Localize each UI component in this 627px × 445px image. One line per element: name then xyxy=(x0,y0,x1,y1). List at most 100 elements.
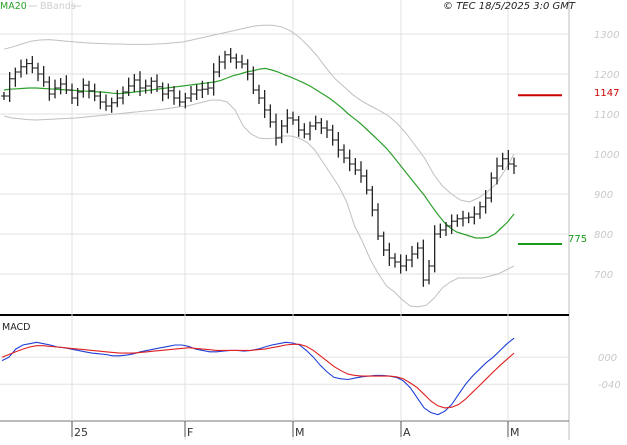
x-tick-labels: 25 F M A M xyxy=(71,421,520,439)
ohlc-bar xyxy=(431,225,438,273)
ohlc-bar xyxy=(278,120,285,144)
ohlc-bar xyxy=(176,90,183,107)
ohlc-bar xyxy=(154,74,160,92)
ohlc-bar xyxy=(403,254,410,272)
ohlc-bar xyxy=(222,50,228,70)
y-tick-label: 900 xyxy=(594,190,613,201)
ohlc-bar xyxy=(193,84,200,100)
ohlc-bar xyxy=(1,92,7,100)
ohlc-bar xyxy=(74,88,81,106)
ohlc-bar xyxy=(443,222,449,236)
ohlc-bar xyxy=(318,118,325,134)
ohlc-bar xyxy=(137,71,143,96)
ohlc-bar xyxy=(148,77,155,94)
ohlc-bar xyxy=(335,132,342,158)
ohlc-bar xyxy=(29,56,36,74)
ohlc-bar xyxy=(380,231,387,256)
ohlc-bar xyxy=(63,75,70,94)
ohlc-bar xyxy=(261,90,268,118)
ohlc-bar xyxy=(103,94,109,111)
ohlc-bar xyxy=(216,55,223,78)
ohlc-bar xyxy=(205,82,211,95)
ohlc-bar xyxy=(188,86,194,102)
ohlc-bar xyxy=(511,157,517,174)
copyright-text: © TEC 18/5/2025 3:0 GMT xyxy=(443,1,576,12)
ohlc-bar xyxy=(69,83,75,104)
ohlc-bar xyxy=(295,116,302,137)
ohlc-bar xyxy=(471,206,478,225)
ohlc-bar xyxy=(386,242,393,266)
ohlc-bar xyxy=(329,124,336,146)
legend-ma20: MA20 xyxy=(0,1,27,12)
ohlc-bar xyxy=(363,169,370,195)
ohlc-bar xyxy=(239,54,245,69)
y-tick-label: 1200 xyxy=(594,70,619,81)
ohlc-bar xyxy=(57,78,64,95)
ohlc-bar xyxy=(12,67,19,87)
ohlc-bar xyxy=(341,144,347,164)
ohlc-bar xyxy=(307,121,313,141)
red-level-label: 1147 xyxy=(594,88,619,99)
ohlc-bar xyxy=(244,59,251,81)
x-tick-label: A xyxy=(403,426,411,439)
ohlc-bar xyxy=(352,158,359,175)
ohlc-bar xyxy=(420,239,427,287)
ohlc-bar xyxy=(35,62,41,82)
ohlc-bar xyxy=(131,74,138,92)
ohlc-bar xyxy=(324,120,330,138)
green-level-label: 775 xyxy=(568,234,587,245)
y-tick-label: 800 xyxy=(594,230,613,241)
ohlc-bar xyxy=(312,115,319,130)
ohlc-bar xyxy=(23,58,30,75)
ohlc-bar xyxy=(199,80,206,98)
ohlc-bar xyxy=(488,172,495,203)
ohlc-bar xyxy=(414,242,421,259)
ohlc-bar xyxy=(482,190,489,214)
ohlc-bar xyxy=(369,186,376,217)
x-tick-label: 25 xyxy=(74,426,88,439)
price-bars-layer xyxy=(1,48,517,287)
ohlc-bar xyxy=(256,84,262,104)
ohlc-bar xyxy=(159,82,166,102)
ohlc-bar xyxy=(448,214,455,234)
ohlc-bar xyxy=(97,91,104,110)
signal-line xyxy=(1,343,515,409)
ohlc-bar xyxy=(91,83,98,102)
macd-y-tick-label: 000 xyxy=(598,353,617,364)
ohlc-bar xyxy=(210,63,217,96)
ohlc-bar xyxy=(120,86,126,105)
ohlc-bar xyxy=(358,161,364,183)
price-grid xyxy=(0,0,569,440)
x-tick-label: M xyxy=(510,426,520,439)
levels-layer xyxy=(518,94,562,245)
ohlc-bar xyxy=(40,66,47,87)
ohlc-bar xyxy=(52,79,58,99)
ohlc-bar xyxy=(426,260,432,285)
ohlc-bar xyxy=(437,223,444,238)
y-tick-label: 700 xyxy=(594,270,613,281)
ohlc-bar xyxy=(80,78,87,98)
ohlc-bar xyxy=(392,253,398,268)
y-tick-label: 1100 xyxy=(594,110,619,121)
macd-line xyxy=(1,337,515,416)
ohlc-bar xyxy=(505,150,512,170)
ohlc-bar xyxy=(346,149,353,172)
macd-y-tick-label: -040 xyxy=(598,380,621,391)
ohlc-bar xyxy=(460,210,466,227)
ohlc-bar xyxy=(465,212,472,224)
x-tick-label: M xyxy=(295,426,305,439)
ohlc-bar xyxy=(397,254,404,274)
ohlc-bar xyxy=(273,113,279,146)
ohlc-bar xyxy=(375,203,381,240)
ohlc-bar xyxy=(182,92,189,109)
ohlc-bar xyxy=(499,152,506,170)
ohlc-bar xyxy=(250,66,257,94)
ohlc-bar xyxy=(477,201,483,219)
ohlc-bar xyxy=(18,59,24,78)
ohlc-bar xyxy=(267,104,274,128)
ohlc-bar xyxy=(227,48,234,63)
ohlc-bar xyxy=(114,90,121,108)
ohlc-bar xyxy=(494,157,500,185)
